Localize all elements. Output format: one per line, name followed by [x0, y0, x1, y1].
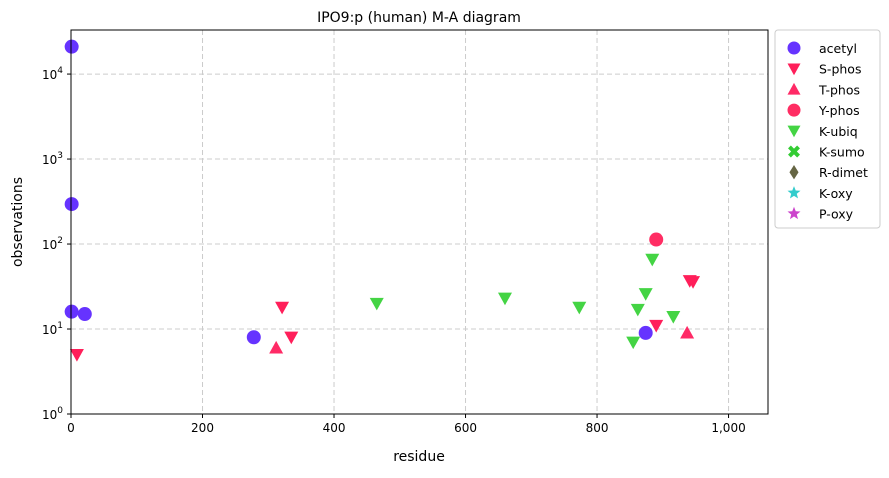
data-point-t-phos	[269, 340, 284, 354]
legend-label-r-dimet: R-dimet	[819, 165, 868, 180]
legend-label-p-oxy: P-oxy	[819, 207, 854, 222]
y-tick-label: 104	[42, 66, 63, 82]
legend-marker-s-phos	[787, 63, 801, 76]
legend-marker-p-oxy	[787, 206, 801, 220]
x-tick-label: 0	[67, 421, 75, 435]
y-axis-label: observations	[10, 177, 26, 267]
legend-marker-k-oxy	[787, 186, 801, 199]
legend-label-s-phos: S-phos	[819, 62, 861, 77]
data-point-acetyl	[64, 304, 79, 319]
legend-marker-y-phos	[787, 103, 801, 117]
data-point-y-phos	[649, 232, 664, 247]
data-point-s-phos	[69, 348, 84, 362]
data-point-s-phos	[275, 301, 290, 315]
data-point-k-ubiq	[630, 303, 645, 317]
legend: acetyl S-phos T-phos Y-phos K-ubiq K-sumo R-di…	[774, 29, 881, 229]
x-marker-stroke	[788, 145, 800, 158]
y-tick-label: 101	[42, 321, 63, 337]
data-point-k-ubiq	[572, 301, 587, 315]
y-tick-label: 103	[42, 151, 63, 167]
legend-marker-t-phos	[787, 82, 801, 95]
data-point-k-ubiq	[645, 253, 660, 267]
legend-marker-k-sumo	[788, 145, 800, 158]
legend-label-t-phos: T-phos	[818, 82, 860, 97]
data-point-acetyl	[64, 39, 79, 54]
x-axis-label: residue	[393, 449, 445, 465]
data-point-k-ubiq	[369, 297, 384, 311]
legend-label-y-phos: Y-phos	[818, 103, 860, 118]
plot-frame	[70, 29, 769, 415]
legend-box	[774, 29, 881, 229]
data-point-s-phos	[649, 319, 664, 333]
data-point-k-ubiq	[626, 336, 641, 350]
x-tick-label: 800	[586, 421, 609, 435]
data-point-k-ubiq	[638, 288, 653, 301]
data-point-t-phos	[680, 325, 695, 339]
data-point-acetyl	[638, 325, 653, 340]
chart-title: IPO9:p (human) M-A diagram	[317, 10, 521, 26]
x-tick-label: 200	[191, 421, 214, 435]
legend-label-k-oxy: K-oxy	[819, 186, 853, 201]
data-point-s-phos	[284, 331, 299, 345]
data-point-s-phos	[686, 276, 701, 289]
data-point-acetyl	[77, 307, 92, 322]
x-tick-label: 600	[454, 421, 477, 435]
data-point-acetyl	[246, 330, 261, 345]
legend-label-acetyl: acetyl	[819, 41, 857, 56]
legend-label-k-ubiq: K-ubiq	[819, 124, 858, 139]
data-point-k-ubiq	[497, 292, 512, 306]
legend-marker-acetyl	[787, 41, 801, 55]
legend-marker-k-ubiq	[787, 125, 801, 138]
legend-label-k-sumo: K-sumo	[819, 145, 865, 160]
y-tick-label: 100	[42, 406, 63, 422]
x-tick-label: 1,000	[711, 421, 745, 435]
legend-marker-r-dimet	[789, 165, 799, 180]
data-point-k-ubiq	[666, 310, 681, 324]
x-tick-label: 400	[323, 421, 346, 435]
y-tick-label: 102	[42, 236, 63, 252]
data-point-acetyl	[64, 197, 79, 212]
